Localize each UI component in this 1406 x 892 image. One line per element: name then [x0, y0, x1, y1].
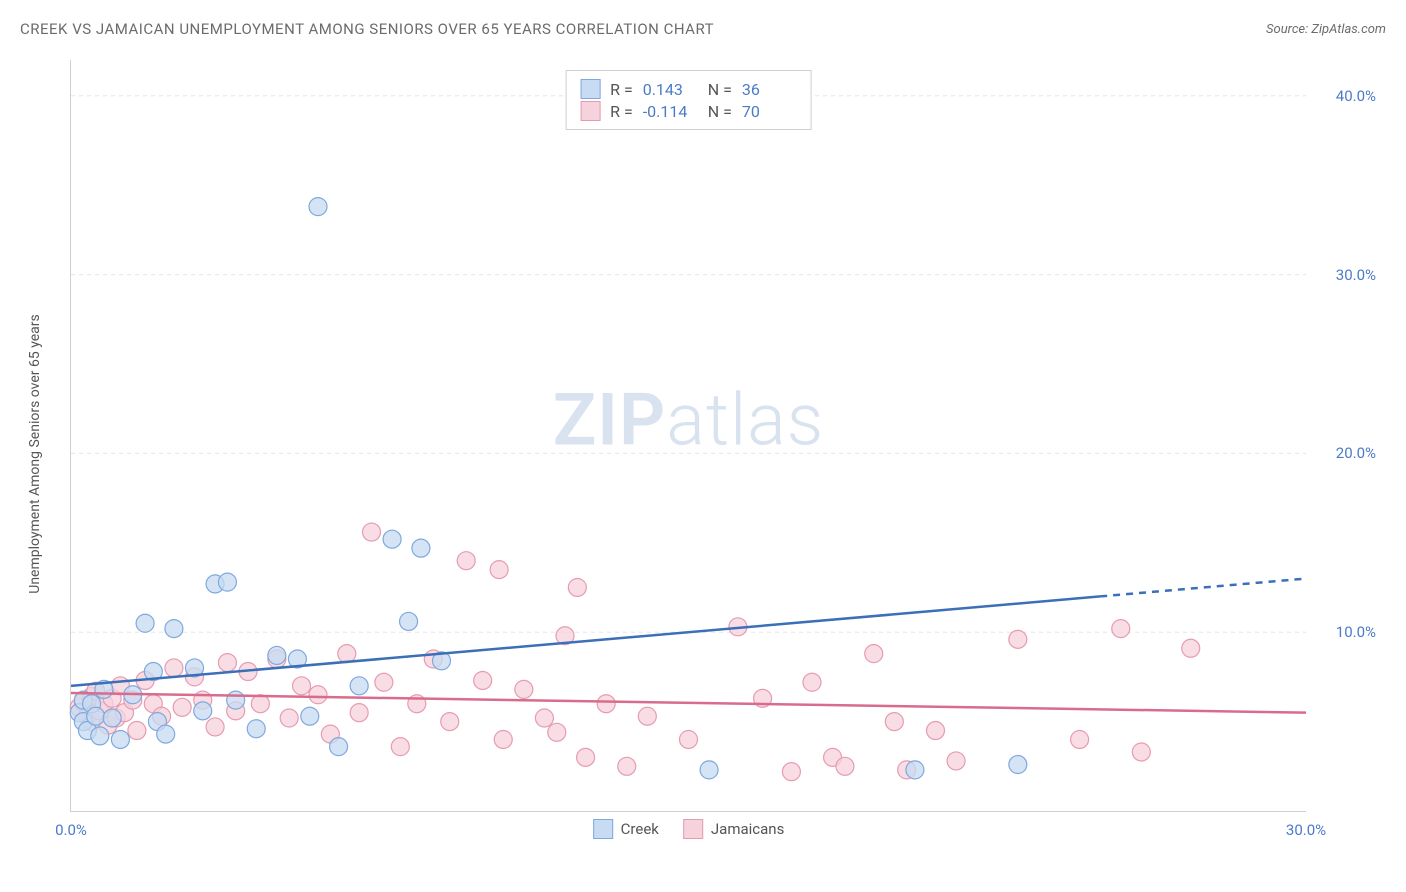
jamaicans-swatch-icon	[580, 101, 600, 121]
y-tick-label: 30.0%	[1336, 266, 1376, 284]
y-tick-label: 10.0%	[1336, 623, 1376, 641]
chart-header: CREEK VS JAMAICAN UNEMPLOYMENT AMONG SEN…	[20, 20, 1386, 38]
legend-item-jamaicans: Jamaicans	[683, 819, 784, 839]
x-tick-label: 0.0%	[55, 821, 87, 839]
plot-area: ZIPatlas R = 0.143 N = 36 R = -0.114 N =…	[70, 60, 1306, 812]
creek-legend-swatch-icon	[593, 819, 613, 839]
x-tick-label: 30.0%	[1286, 821, 1326, 839]
jamaicans-n-value: 70	[742, 102, 797, 121]
chart-source: Source: ZipAtlas.com	[1266, 22, 1386, 37]
creek-n-value: 36	[742, 80, 797, 99]
jamaicans-legend-swatch-icon	[683, 819, 703, 839]
scatter-plot-svg	[71, 60, 1306, 811]
n-label: N =	[708, 80, 732, 99]
stats-legend-box: R = 0.143 N = 36 R = -0.114 N = 70	[565, 70, 812, 130]
creek-r-value: 0.143	[643, 80, 698, 99]
stats-row-creek: R = 0.143 N = 36	[580, 79, 797, 99]
r-label: R =	[610, 102, 633, 121]
y-tick-label: 40.0%	[1336, 87, 1376, 105]
legend-bottom: Creek Jamaicans	[593, 819, 785, 839]
chart-container: Unemployment Among Seniors over 65 years…	[50, 50, 1386, 842]
stats-row-jamaicans: R = -0.114 N = 70	[580, 101, 797, 121]
legend-item-creek: Creek	[593, 819, 659, 839]
y-tick-label: 20.0%	[1336, 444, 1376, 462]
creek-legend-label: Creek	[621, 820, 659, 838]
r-label: R =	[610, 80, 633, 99]
creek-swatch-icon	[580, 79, 600, 99]
chart-title: CREEK VS JAMAICAN UNEMPLOYMENT AMONG SEN…	[20, 20, 714, 38]
y-axis-label: Unemployment Among Seniors over 65 years	[27, 314, 43, 594]
jamaicans-legend-label: Jamaicans	[711, 820, 784, 838]
jamaicans-r-value: -0.114	[643, 102, 698, 121]
n-label: N =	[708, 102, 732, 121]
